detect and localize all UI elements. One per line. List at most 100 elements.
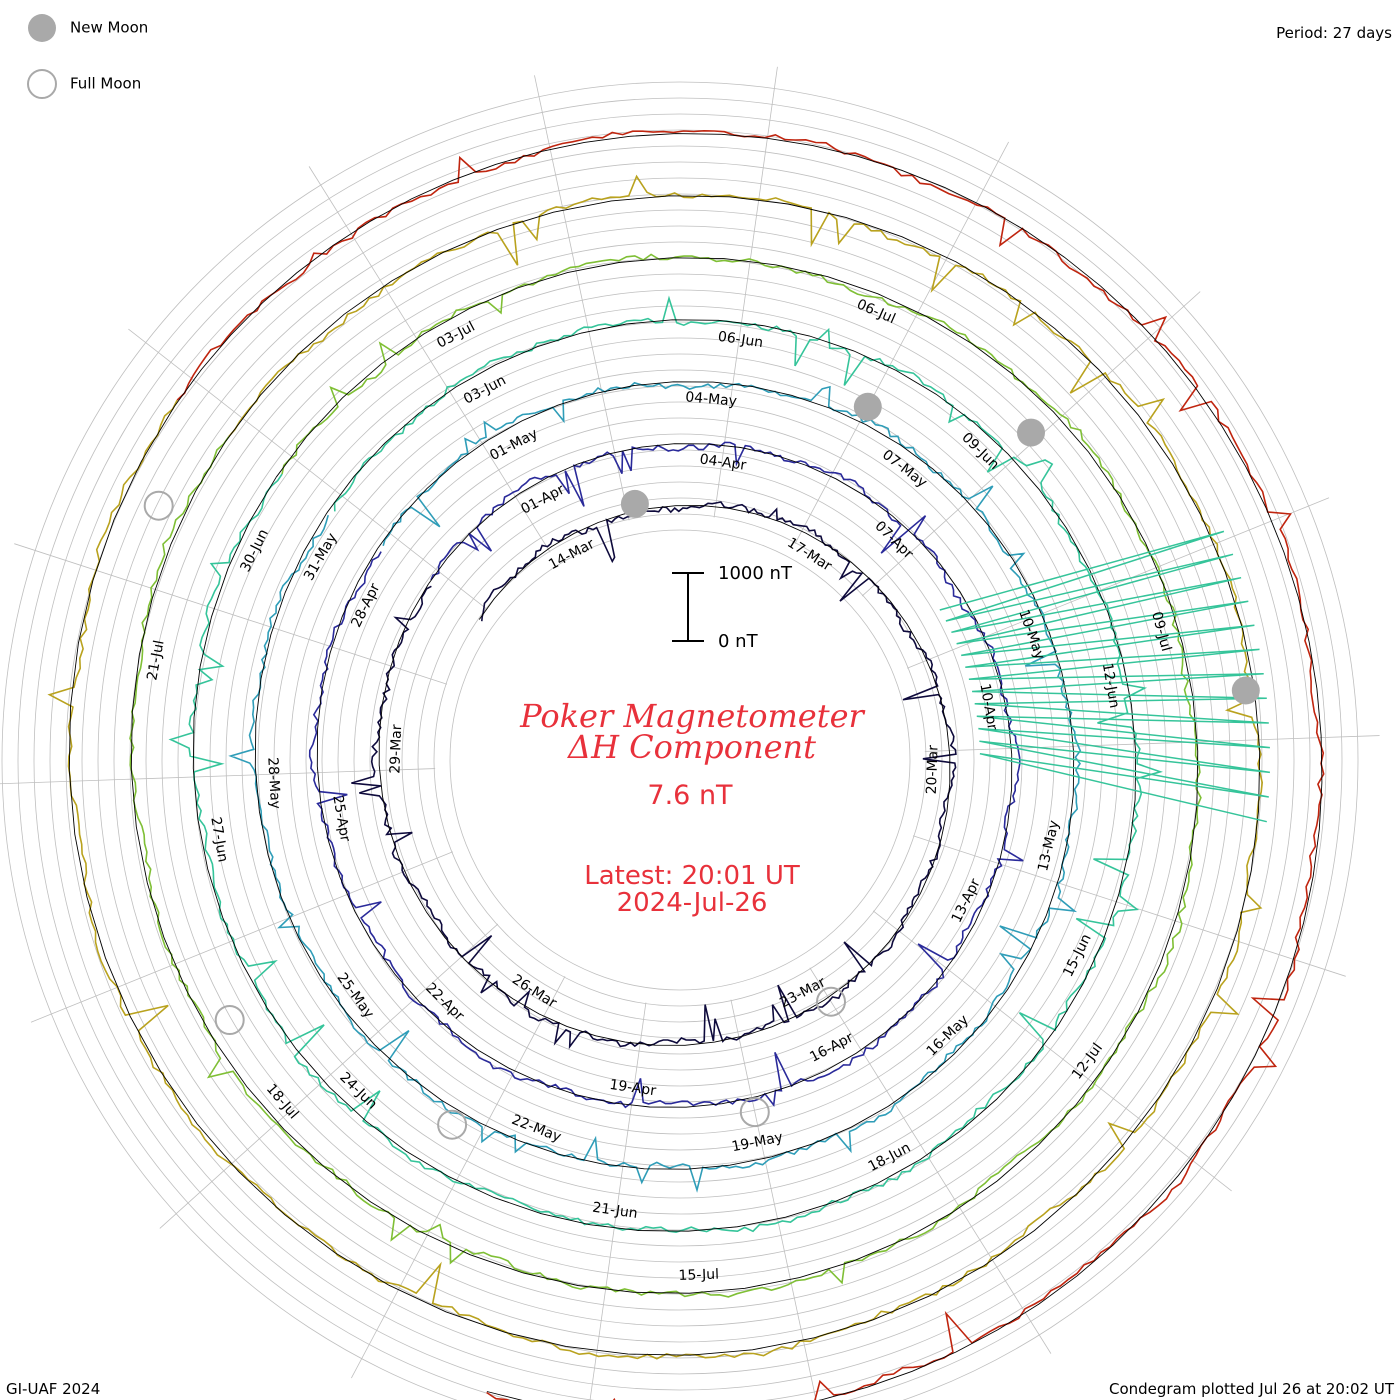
grid-ring (193, 273, 1167, 1247)
grid-spoke (14, 543, 448, 685)
date-tick-label: 07-May (879, 447, 930, 491)
full-moon-marker (437, 1109, 468, 1140)
grid-spoke (159, 923, 499, 1229)
legend-full-moon-label: Full Moon (70, 75, 141, 93)
storm-trace (939, 530, 1271, 823)
grid-ring (81, 161, 1279, 1359)
date-tick-label: 20-Mar (924, 745, 942, 795)
date-tick-label: 30-Jun (237, 527, 271, 575)
grid-spoke (308, 166, 551, 553)
date-tick-label: 06-Jun (717, 329, 764, 351)
date-tick-label: 12-Jun (1099, 662, 1123, 710)
date-tick-label: 25-Apr (329, 794, 353, 843)
chart-title: Poker Magnetometer (519, 697, 865, 735)
new-moon-marker (853, 392, 882, 421)
grid-spoke (0, 768, 436, 785)
date-tick-label: 28-May (264, 757, 283, 810)
full-moon-icon (27, 69, 57, 99)
rotation-trace-5 (129, 253, 1202, 1298)
rotation-baseline-3 (254, 381, 1075, 1170)
grid-spoke (809, 967, 1052, 1354)
date-tick-label: 19-Apr (608, 1077, 657, 1100)
date-tick-label: 13-May (1035, 819, 1062, 873)
scale-top-label: 1000 nT (718, 563, 793, 584)
rotation-baseline-5 (130, 257, 1199, 1294)
date-tick-label: 21-Jul (144, 639, 167, 682)
period-label: Period: 27 days (1276, 24, 1392, 42)
scale-bottom-label: 0 nT (718, 631, 759, 652)
grid-ring (33, 113, 1327, 1400)
chart-subtitle: ΔH Component (566, 728, 816, 766)
new-moon-marker (1017, 418, 1045, 447)
grid-ring (401, 481, 959, 1039)
date-tick-label: 09-Jun (958, 430, 1002, 473)
date-tick-label: 04-May (685, 389, 738, 409)
legend-new-moon-label: New Moon (70, 19, 148, 37)
rotation-trace-7 (176, 129, 1325, 1400)
rotation-baseline-1 (378, 505, 951, 1046)
grid-ring (273, 353, 1087, 1167)
date-tick-label: 14-Mar (546, 536, 597, 573)
date-tick-label: 29-Mar (387, 724, 405, 774)
grid-spoke (534, 75, 630, 521)
date-tick-label: 04-Apr (699, 451, 748, 474)
latest-time: Latest: 20:01 UT (584, 861, 800, 891)
grid-ring (97, 177, 1263, 1343)
latest-date: 2024-Jul-26 (617, 888, 768, 918)
date-tick-label: 01-Apr (518, 482, 567, 518)
grid-ring (65, 145, 1295, 1375)
grid-ring (17, 97, 1343, 1400)
grid-spoke (872, 910, 1232, 1192)
grid-ring (385, 465, 975, 1055)
footer-credit: GI-UAF 2024 (6, 1380, 100, 1398)
full-moon-marker (816, 986, 846, 1017)
new-moon-marker (1231, 676, 1260, 705)
date-tick-label: 22-Apr (422, 980, 467, 1024)
full-moon-marker (143, 490, 174, 521)
footer-plot-time: Condegram plotted Jul 26 at 20:02 UT (1109, 1380, 1395, 1398)
data-series (47, 129, 1325, 1400)
grid-ring (449, 529, 911, 991)
date-tick-label: 07-Apr (871, 518, 916, 562)
legend: New Moon Full Moon (27, 14, 148, 99)
date-tick-label: 19-May (730, 1129, 784, 1155)
rotation-trace-1 (351, 501, 957, 1050)
full-moon-marker (214, 1005, 245, 1035)
date-tick-label: 27-Jun (207, 816, 231, 864)
scale-bar: 1000 nT 0 nT (672, 563, 793, 652)
current-value: 7.6 nT (647, 780, 733, 811)
grid-spoke (907, 497, 1330, 669)
date-tick-label: 28-Apr (348, 581, 383, 630)
date-tick-label: 01-May (487, 426, 540, 464)
grid-ring (289, 369, 1071, 1151)
grid-spoke (128, 328, 488, 610)
date-tick-label: 06-Jul (854, 296, 898, 327)
grid-ring (1, 81, 1359, 1400)
date-tick-label: 12-Jul (1069, 1040, 1106, 1082)
grid-ring (417, 497, 943, 1023)
rotation-baseline-2 (316, 443, 1013, 1108)
new-moon-icon (28, 14, 56, 42)
new-moon-marker (620, 489, 649, 518)
grid-spoke (351, 976, 566, 1379)
date-tick-label: 16-May (924, 1012, 972, 1060)
rotation-trace-3 (228, 381, 1082, 1193)
date-tick-label: 15-Jul (678, 1267, 719, 1284)
full-moon-marker (739, 1097, 770, 1128)
date-tick-label: 16-Apr (807, 1030, 856, 1066)
date-tick-label: 03-Jun (461, 372, 509, 407)
grid-spoke (912, 835, 1346, 977)
date-tick-label: 21-Jun (591, 1200, 638, 1222)
grid-ring (49, 129, 1311, 1391)
grid-ring (225, 305, 1135, 1215)
rotation-baseline-6 (68, 195, 1261, 1356)
rotation-trace-6 (47, 174, 1264, 1360)
rotation-baseline-7 (174, 133, 1323, 1400)
grid-spoke (924, 735, 1380, 752)
grid-spoke (30, 851, 453, 1023)
rotation-baseline-4 (192, 319, 1137, 1232)
grid-spoke (794, 141, 1009, 544)
grid-ring (321, 401, 1039, 1119)
date-tick-label: 13-Apr (949, 876, 984, 925)
